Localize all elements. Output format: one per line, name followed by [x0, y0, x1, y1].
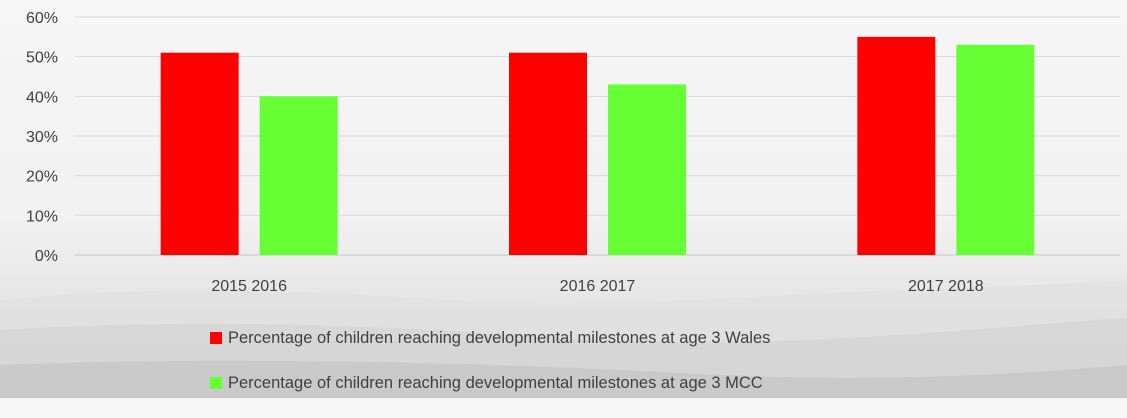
y-tick-label: 40%: [26, 89, 58, 106]
x-category-label: 2017 2018: [908, 278, 984, 295]
y-tick-label: 0%: [35, 248, 58, 265]
bar-chart: 0%10%20%30%40%50%60% 2015 2016 2016 2017 2…: [26, 10, 1120, 295]
x-category-label: 2016 2017: [560, 278, 636, 295]
bars: [160, 36, 1035, 256]
bar: [956, 44, 1035, 256]
x-axis-categories: 2015 2016 2016 2017 2017 2018: [211, 278, 983, 295]
y-tick-label: 30%: [26, 129, 58, 146]
legend-label-mcc: Percentage of children reaching developm…: [228, 373, 763, 392]
bar: [259, 96, 338, 255]
legend-item-wales: Percentage of children reaching developm…: [210, 328, 770, 348]
y-tick-label: 10%: [26, 208, 58, 225]
bar: [509, 52, 587, 256]
background-landscape: [0, 280, 1127, 398]
legend-label-wales: Percentage of children reaching developm…: [228, 328, 771, 347]
y-axis-ticks: 0% 10% 20% 30% 40% 50% 60%: [26, 10, 58, 265]
x-category-label: 2015 2016: [211, 278, 287, 295]
y-tick-label: 60%: [26, 10, 58, 27]
gridlines: [75, 16, 1120, 256]
bar: [857, 36, 936, 256]
legend-swatch-wales: [210, 332, 222, 344]
y-tick-label: 50%: [26, 50, 58, 67]
legend-swatch-mcc: [210, 377, 222, 389]
legend: Percentage of children reaching developm…: [210, 328, 770, 418]
bar: [608, 84, 686, 255]
legend-item-mcc: Percentage of children reaching developm…: [210, 373, 770, 393]
y-tick-label: 20%: [26, 169, 58, 186]
bar: [160, 52, 239, 256]
